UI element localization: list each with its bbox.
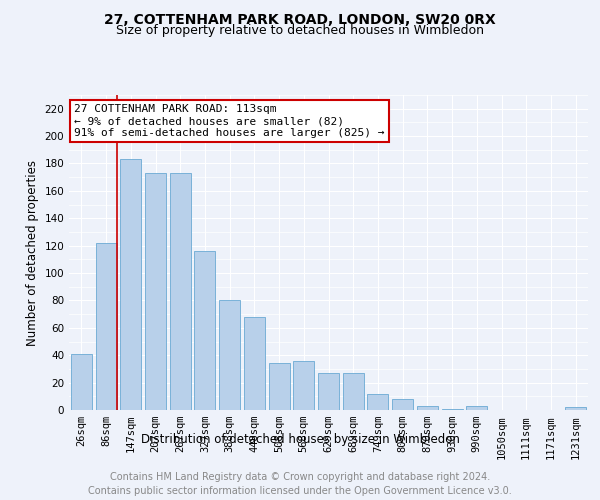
Bar xyxy=(466,406,487,410)
Bar xyxy=(318,373,339,410)
Bar xyxy=(170,173,191,410)
Text: Size of property relative to detached houses in Wimbledon: Size of property relative to detached ho… xyxy=(116,24,484,37)
Text: Contains HM Land Registry data © Crown copyright and database right 2024.: Contains HM Land Registry data © Crown c… xyxy=(110,472,490,482)
Bar xyxy=(392,399,413,410)
Bar xyxy=(95,243,116,410)
Text: Distribution of detached houses by size in Wimbledon: Distribution of detached houses by size … xyxy=(140,432,460,446)
Bar xyxy=(244,317,265,410)
Bar xyxy=(71,354,92,410)
Bar xyxy=(145,173,166,410)
Text: 27, COTTENHAM PARK ROAD, LONDON, SW20 0RX: 27, COTTENHAM PARK ROAD, LONDON, SW20 0R… xyxy=(104,12,496,26)
Text: Contains public sector information licensed under the Open Government Licence v3: Contains public sector information licen… xyxy=(88,486,512,496)
Text: 27 COTTENHAM PARK ROAD: 113sqm
← 9% of detached houses are smaller (82)
91% of s: 27 COTTENHAM PARK ROAD: 113sqm ← 9% of d… xyxy=(74,104,385,138)
Bar xyxy=(219,300,240,410)
Bar xyxy=(343,373,364,410)
Bar xyxy=(120,160,141,410)
Bar xyxy=(269,364,290,410)
Bar xyxy=(442,408,463,410)
Bar xyxy=(367,394,388,410)
Bar xyxy=(293,360,314,410)
Bar xyxy=(417,406,438,410)
Bar xyxy=(565,408,586,410)
Y-axis label: Number of detached properties: Number of detached properties xyxy=(26,160,39,346)
Bar xyxy=(194,251,215,410)
